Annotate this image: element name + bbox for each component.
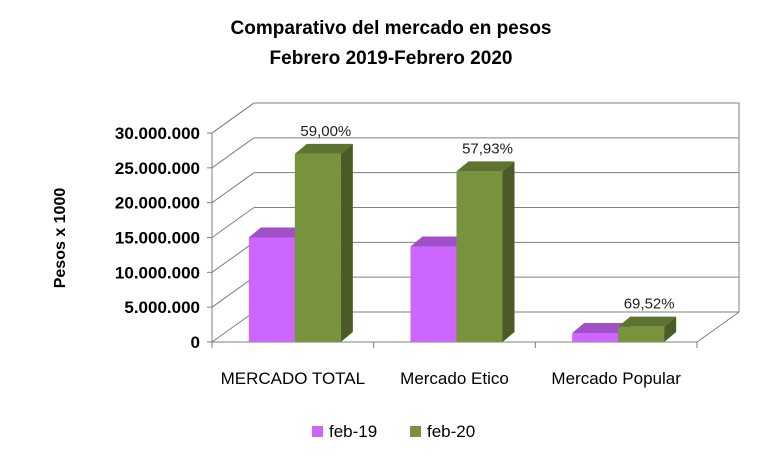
data-label: 59,00% xyxy=(300,123,351,140)
bar-top xyxy=(410,236,469,247)
chart-title: Comparativo del mercado en pesos xyxy=(231,18,552,39)
gridline-depth xyxy=(211,137,255,169)
bar-front xyxy=(572,332,619,342)
y-axis-ticks: 0 5.000.000 10.000.000 15.000.000 20.000.000… xyxy=(115,124,200,352)
bar-front xyxy=(410,246,457,342)
bar-top xyxy=(248,227,307,238)
bar-top xyxy=(294,143,353,154)
y-tick-label: 25.000.000 xyxy=(115,159,200,178)
y-tick-label: 30.000.000 xyxy=(115,124,200,143)
gridline-depth xyxy=(211,241,255,273)
x-category-label: Mercado Popular xyxy=(551,369,681,388)
legend-label: feb-19 xyxy=(329,422,377,441)
legend-label: feb-20 xyxy=(427,422,475,441)
bar-front xyxy=(248,237,295,342)
gridline-depth xyxy=(211,311,255,343)
bar-top xyxy=(456,161,515,172)
bar-front xyxy=(456,171,503,342)
gridline-depth xyxy=(211,172,255,204)
bar-side xyxy=(340,143,353,342)
bar-feb-20-1 xyxy=(456,161,515,342)
data-label: 69,52% xyxy=(624,296,675,313)
gridline-depth xyxy=(211,276,255,308)
data-label: 57,93% xyxy=(462,140,513,157)
y-tick-label: 10.000.000 xyxy=(115,263,200,282)
gridline-depth xyxy=(211,207,255,238)
bar-front xyxy=(294,153,341,342)
bar-top xyxy=(618,316,677,327)
bar-side xyxy=(502,161,515,342)
y-tick-label: 0 xyxy=(191,333,200,352)
x-category-label: MERCADO TOTAL xyxy=(221,369,366,388)
x-axis-categories: MERCADO TOTAL Mercado Etico Mercado Popula… xyxy=(221,369,682,388)
bar-feb-20-2 xyxy=(618,316,677,342)
legend: feb-19 feb-20 xyxy=(312,422,475,441)
bar-side xyxy=(664,316,677,342)
bar-top xyxy=(572,322,631,333)
y-tick-label: 20.000.000 xyxy=(115,194,200,213)
bars xyxy=(248,143,677,342)
y-tick-label: 5.000.000 xyxy=(124,298,200,317)
x-category-label: Mercado Etico xyxy=(400,369,509,388)
chart-subtitle: Febrero 2019-Febrero 2020 xyxy=(270,48,513,69)
gridline-depth xyxy=(211,102,255,134)
legend-swatch xyxy=(410,426,421,437)
bar-feb-20-0 xyxy=(294,143,353,342)
legend-swatch xyxy=(312,426,323,437)
data-labels: 59,00% 57,93% 69,52% xyxy=(300,123,674,313)
y-tick-label: 15.000.000 xyxy=(115,229,200,248)
y-axis-label: Pesos x 1000 xyxy=(52,188,69,289)
bar-front xyxy=(618,326,665,342)
